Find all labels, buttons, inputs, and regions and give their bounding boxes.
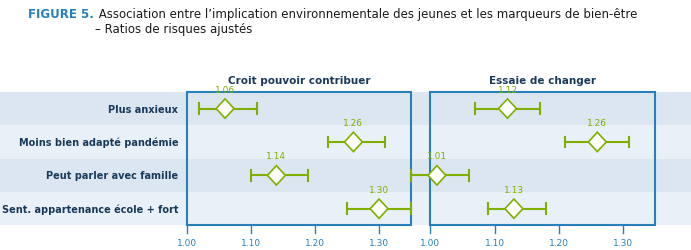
Polygon shape xyxy=(505,199,523,218)
Polygon shape xyxy=(0,192,691,226)
Text: 1.30: 1.30 xyxy=(369,238,389,247)
Text: 1.26: 1.26 xyxy=(587,118,607,128)
Polygon shape xyxy=(267,166,285,185)
Text: 1.26: 1.26 xyxy=(343,118,363,128)
Polygon shape xyxy=(216,100,234,119)
Text: 1.10: 1.10 xyxy=(484,238,504,247)
Text: 1.06: 1.06 xyxy=(215,85,235,94)
Text: Association entre l’implication environnementale des jeunes et les marqueurs de : Association entre l’implication environn… xyxy=(95,8,638,36)
Polygon shape xyxy=(498,100,516,119)
Bar xyxy=(187,92,411,226)
Text: Croit pouvoir contribuer: Croit pouvoir contribuer xyxy=(227,76,370,86)
Polygon shape xyxy=(370,199,388,218)
Text: FIGURE 5.: FIGURE 5. xyxy=(28,8,93,20)
Text: 1.20: 1.20 xyxy=(305,238,325,247)
Text: 1.00: 1.00 xyxy=(176,238,197,247)
Text: 1.01: 1.01 xyxy=(427,152,447,161)
Polygon shape xyxy=(344,133,362,152)
Text: 1.30: 1.30 xyxy=(613,238,633,247)
Text: 1.12: 1.12 xyxy=(498,85,518,94)
Polygon shape xyxy=(588,133,606,152)
Bar xyxy=(430,92,655,226)
Text: 1.00: 1.00 xyxy=(420,238,441,247)
Text: 1.30: 1.30 xyxy=(369,185,389,194)
Text: Peut parler avec famille: Peut parler avec famille xyxy=(46,171,178,180)
Polygon shape xyxy=(0,126,691,159)
Text: 1.20: 1.20 xyxy=(549,238,569,247)
Text: Moins bien adapté pandémie: Moins bien adapté pandémie xyxy=(19,137,178,147)
Text: 1.14: 1.14 xyxy=(267,152,286,161)
Text: 1.10: 1.10 xyxy=(240,238,261,247)
Polygon shape xyxy=(0,159,691,192)
Text: Plus anxieux: Plus anxieux xyxy=(108,104,178,114)
Polygon shape xyxy=(428,166,446,185)
Text: Sent. appartenance école + fort: Sent. appartenance école + fort xyxy=(2,204,178,214)
Text: 1.13: 1.13 xyxy=(504,185,524,194)
Polygon shape xyxy=(0,92,691,126)
Text: Essaie de changer: Essaie de changer xyxy=(489,76,596,86)
